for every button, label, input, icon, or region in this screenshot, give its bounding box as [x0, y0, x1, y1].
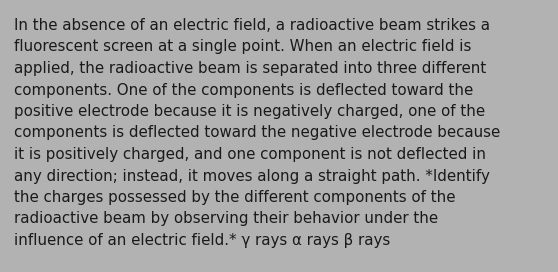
Text: In the absence of an electric field, a radioactive beam strikes a: In the absence of an electric field, a r…	[14, 18, 490, 33]
Text: any direction; instead, it moves along a straight path. *Identify: any direction; instead, it moves along a…	[14, 168, 490, 184]
Text: components is deflected toward the negative electrode because: components is deflected toward the negat…	[14, 125, 501, 141]
Text: fluorescent screen at a single point. When an electric field is: fluorescent screen at a single point. Wh…	[14, 39, 472, 54]
Text: the charges possessed by the different components of the: the charges possessed by the different c…	[14, 190, 455, 205]
Text: applied, the radioactive beam is separated into three different: applied, the radioactive beam is separat…	[14, 61, 486, 76]
Text: positive electrode because it is negatively charged, one of the: positive electrode because it is negativ…	[14, 104, 485, 119]
Text: components. One of the components is deflected toward the: components. One of the components is def…	[14, 82, 473, 97]
Text: radioactive beam by observing their behavior under the: radioactive beam by observing their beha…	[14, 212, 438, 227]
Text: influence of an electric field.* γ rays α rays β rays: influence of an electric field.* γ rays …	[14, 233, 390, 248]
Text: it is positively charged, and one component is not deflected in: it is positively charged, and one compon…	[14, 147, 486, 162]
